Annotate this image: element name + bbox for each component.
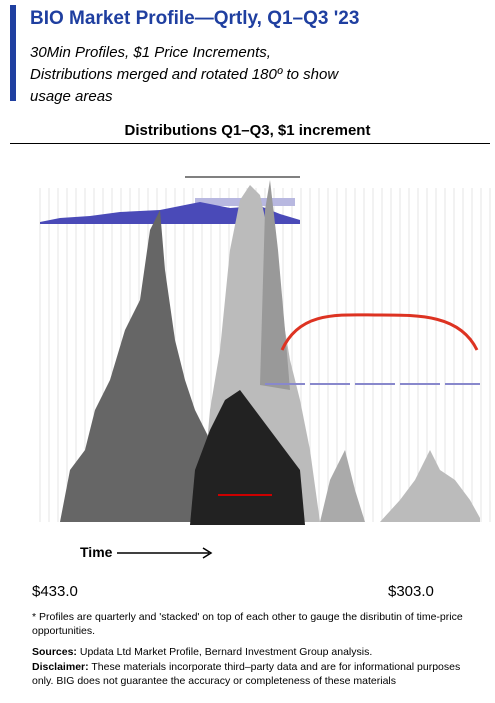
figure-title: Distributions Q1–Q3, $1 increment — [124, 122, 371, 139]
title: BIO Market Profile—Qrtly, Q1–Q3 '23 — [30, 8, 360, 29]
subtitle-line: usage areas — [30, 88, 113, 105]
footnote: * Profiles are quarterly and 'stacked' o… — [32, 611, 463, 637]
time-arrow — [117, 547, 213, 559]
subtitle-line: 30Min Profiles, $1 Price Increments, — [30, 44, 271, 61]
disclaimer: Disclaimer: These materials incorporate … — [32, 660, 482, 688]
disclaimer-text: These materials incorporate third–party … — [32, 661, 461, 687]
time-label: Time — [80, 544, 113, 560]
disclaimer-label: Disclaimer: — [32, 661, 89, 673]
accent-bar — [10, 5, 16, 101]
subtitle-line: Distributions merged and rotated 180º to… — [30, 66, 339, 83]
price-right: $303.0 — [388, 583, 434, 600]
subtitle: 30Min Profiles, $1 Price Increments, Dis… — [30, 42, 338, 108]
profile-image — [39, 176, 491, 525]
sources: Sources: Updata Ltd Market Profile, Bern… — [32, 645, 482, 659]
sources-text: Updata Ltd Market Profile, Bernard Inves… — [79, 646, 373, 658]
price-left: $433.0 — [32, 583, 78, 600]
sources-label: Sources: — [32, 646, 77, 658]
rule — [10, 143, 490, 144]
